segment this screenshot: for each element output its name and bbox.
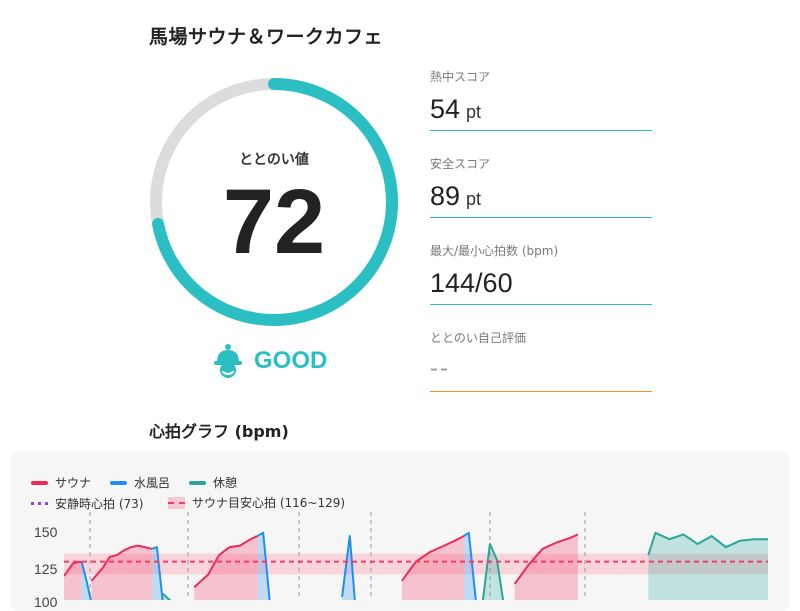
series-area <box>257 532 270 600</box>
series-area <box>91 545 152 600</box>
series-area <box>152 547 163 600</box>
divider <box>430 217 652 218</box>
series-area <box>648 532 768 600</box>
series-area <box>401 536 464 600</box>
safety-score: 安全スコア 89 pt <box>430 155 652 218</box>
series-line <box>647 531 768 556</box>
heat-score-label: 熱中スコア <box>430 70 491 84</box>
series-line <box>161 592 173 600</box>
y-tick-label: 100 <box>34 594 58 610</box>
series-line <box>513 533 579 585</box>
series-line <box>401 535 465 582</box>
series-line <box>463 531 477 600</box>
y-tick-label: 125 <box>34 561 58 577</box>
gauge-label: ととのい値 <box>239 152 309 168</box>
facility-name: 馬場サウナ＆ワークカフェ <box>149 26 384 48</box>
series-line <box>193 535 259 588</box>
y-tick-label: 150 <box>34 524 58 540</box>
rating-text: GOOD <box>254 347 328 374</box>
totonoi-gauge <box>150 78 398 326</box>
series-area <box>194 536 258 600</box>
series-line <box>80 561 92 600</box>
series-area <box>81 561 93 600</box>
self-rating-value[interactable]: -- <box>430 355 450 382</box>
sauna-target-band <box>64 553 768 575</box>
series-line <box>90 544 153 582</box>
self-rating[interactable]: ととのい自己評価 -- <box>430 329 652 392</box>
heat-score: 熱中スコア 54 pt <box>430 68 652 131</box>
series-line <box>341 535 356 600</box>
heart-rate-range: 最大/最小心拍数 (bpm) 144/60 <box>430 242 652 305</box>
divider <box>430 130 652 131</box>
series-line <box>151 546 164 600</box>
heart-rate-graph-title: 心拍グラフ (bpm) <box>149 422 289 441</box>
divider <box>430 304 652 305</box>
safety-score-value: 89 pt <box>430 181 482 211</box>
rating-badge: GOOD <box>212 342 327 380</box>
gauge-progress-arc <box>150 78 398 326</box>
series-area <box>162 593 177 600</box>
series-area <box>514 534 578 600</box>
gauge-value: 72 <box>222 171 326 273</box>
legend-sauna: サウナ <box>31 474 91 491</box>
self-rating-label: ととのい自己評価 <box>430 331 526 345</box>
heart-rate-graph-panel <box>11 451 789 611</box>
legend-cold-bath: 水風呂 <box>110 474 170 491</box>
heart-rate-range-value: 144/60 <box>430 268 513 298</box>
heart-rate-chart <box>64 512 768 600</box>
heat-score-value: 54 pt <box>430 94 482 124</box>
sauna-hat-face-icon <box>214 344 242 378</box>
divider <box>430 391 652 392</box>
series-line <box>481 543 505 600</box>
heart-rate-range-label: 最大/最小心拍数 (bpm) <box>430 244 559 258</box>
series-area <box>463 532 476 600</box>
legend-rest: 休憩 <box>189 474 237 491</box>
safety-score-label: 安全スコア <box>430 157 491 171</box>
legend-sauna-target: サウナ目安心拍 (116~129) <box>168 494 345 511</box>
series-area <box>342 536 355 600</box>
series-line <box>257 531 271 600</box>
legend-resting-hr: 安静時心拍 (73) <box>31 495 143 512</box>
